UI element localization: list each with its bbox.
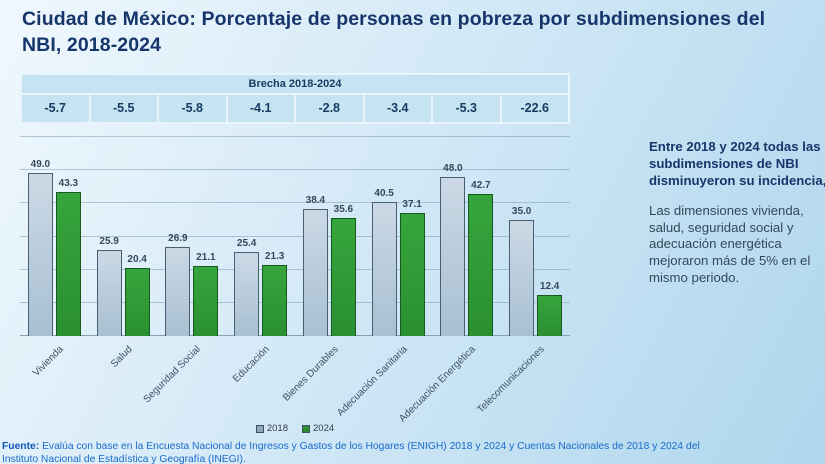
category-label-bienes-durables: Bienes Durables bbox=[280, 344, 341, 404]
gridline-40 bbox=[20, 202, 570, 204]
bar-groups-layer: 49.0 43.3 25.9 20.4 26.9 21.1 25.4 21.3 38.4 35.6… bbox=[20, 137, 570, 336]
bar-chart-plot-area: 49.0 43.3 25.9 20.4 26.9 21.1 25.4 21.3 38.4 35.6… bbox=[20, 136, 570, 336]
brecha-value-cell: -2.8 bbox=[296, 95, 365, 122]
bar-group-vivienda: 49.0 43.3 bbox=[20, 137, 89, 336]
brecha-values-row: -5.7 -5.5 -5.8 -4.1 -2.8 -3.4 -5.3 -22.6 bbox=[22, 95, 568, 122]
bar-2024-adecuaci-n-energ-tica: 42.7 bbox=[468, 180, 494, 336]
brecha-value-cell: -5.5 bbox=[90, 95, 159, 122]
bar-group-seguridad-social: 26.9 21.1 bbox=[158, 137, 227, 336]
legend-item-2018: 2018 bbox=[255, 423, 288, 434]
category-label-vivienda: Vivienda bbox=[30, 344, 66, 379]
gridline-0 bbox=[20, 335, 570, 336]
bar-2024-adecuaci-n-sanitaria: 37.1 bbox=[399, 199, 425, 336]
bar-value-label: 37.1 bbox=[402, 198, 422, 210]
bar-2024-bienes-durables: 35.6 bbox=[330, 204, 356, 336]
bar-value-label: 43.3 bbox=[58, 178, 79, 190]
bar-2018-salud: 25.9 bbox=[96, 236, 122, 336]
gridline-50 bbox=[20, 169, 570, 171]
bar-group-bienes-durables: 38.4 35.6 bbox=[295, 137, 364, 336]
legend-item-2024: 2024 bbox=[302, 423, 334, 434]
source-footnote: Fuente: Evalúa con base en la Encuesta N… bbox=[2, 440, 825, 464]
source-line-1: Fuente: Evalúa con base en la Encuesta N… bbox=[2, 440, 825, 453]
bar-value-label: 25.4 bbox=[236, 237, 257, 249]
brecha-table-header: Brecha 2018-2024 bbox=[22, 75, 568, 95]
bar-value-label: 26.9 bbox=[168, 232, 188, 244]
bar-2024-vivienda: 43.3 bbox=[55, 178, 81, 336]
bar-value-label: 42.7 bbox=[471, 180, 491, 192]
annotation-panel: Entre 2018 y 2024 todas las subdimension… bbox=[649, 139, 825, 287]
category-label-adecuaci-n-energ-tica: Adecuación Energética bbox=[397, 344, 479, 425]
legend-label: 2018 bbox=[266, 423, 288, 434]
bar-group-telecomunicaciones: 35.0 12.4 bbox=[501, 137, 570, 336]
category-label-seguridad-social: Seguridad Social bbox=[141, 344, 204, 406]
brecha-value-cell: -5.3 bbox=[433, 95, 502, 122]
bar-2018-telecomunicaciones: 35.0 bbox=[509, 206, 535, 336]
brecha-value-cell: -4.1 bbox=[227, 95, 296, 122]
bar-group-adecuaci-n-energ-tica: 48.0 42.7 bbox=[433, 137, 502, 336]
source-text-1: Evalúa con base en la Encuesta Nacional … bbox=[42, 441, 700, 452]
legend-label: 2024 bbox=[313, 423, 335, 434]
page-title: Ciudad de México: Porcentaje de personas… bbox=[22, 8, 766, 56]
bar-value-label: 21.1 bbox=[196, 252, 216, 264]
annotation-lead-text: Entre 2018 y 2024 todas las subdimension… bbox=[649, 139, 825, 188]
bar-value-label: 12.4 bbox=[539, 280, 560, 292]
bar-value-label: 49.0 bbox=[30, 159, 51, 171]
bar-value-label: 20.4 bbox=[127, 254, 147, 266]
source-label: Fuente: bbox=[2, 441, 40, 452]
source-line-2: Instituto Nacional de Estadística y Geog… bbox=[2, 454, 246, 464]
bar-value-label: 25.9 bbox=[99, 236, 119, 248]
bar-2018-vivienda: 49.0 bbox=[27, 159, 53, 336]
category-label-adecuaci-n-sanitaria: Adecuación Sanitaria bbox=[334, 344, 410, 419]
bar-2024-seguridad-social: 21.1 bbox=[193, 252, 219, 336]
legend-swatch-2024 bbox=[302, 424, 310, 433]
bar-group-educaci-n: 25.4 21.3 bbox=[226, 137, 295, 336]
brecha-table: Brecha 2018-2024 -5.7 -5.5 -5.8 -4.1 -2.8 -3.… bbox=[20, 73, 570, 124]
bar-2018-seguridad-social: 26.9 bbox=[165, 233, 191, 336]
gridline-10 bbox=[20, 301, 570, 303]
bar-2024-salud: 20.4 bbox=[124, 254, 150, 336]
bar-value-label: 35.0 bbox=[511, 205, 532, 217]
chart-legend: 2018 2024 bbox=[20, 423, 570, 434]
brecha-value-cell: -22.6 bbox=[501, 95, 568, 122]
category-label-telecomunicaciones: Telecomunicaciones bbox=[475, 344, 547, 416]
bar-value-label: 48.0 bbox=[443, 162, 463, 174]
annotation-body-text: Las dimensiones vivienda, salud, segurid… bbox=[649, 202, 811, 286]
bar-group-salud: 25.9 20.4 bbox=[89, 137, 158, 336]
brecha-value-cell: -5.7 bbox=[22, 95, 91, 122]
bar-value-label: 35.6 bbox=[333, 203, 354, 215]
gridline-60 bbox=[20, 136, 570, 137]
legend-swatch-2018 bbox=[255, 424, 264, 433]
bar-2024-educaci-n: 21.3 bbox=[262, 251, 288, 336]
bar-2024-telecomunicaciones: 12.4 bbox=[537, 281, 563, 336]
bar-2018-adecuaci-n-energ-tica: 48.0 bbox=[440, 163, 466, 336]
category-axis-labels: Vivienda Salud Seguridad Social Educación Bi… bbox=[20, 342, 570, 425]
brecha-value-cell: -3.4 bbox=[364, 95, 433, 122]
category-label-educaci-n: Educación bbox=[231, 344, 272, 385]
bar-value-label: 40.5 bbox=[374, 187, 394, 199]
bar-2018-bienes-durables: 38.4 bbox=[302, 195, 328, 336]
category-label-salud: Salud bbox=[108, 344, 135, 370]
brecha-value-cell: -5.8 bbox=[159, 95, 228, 122]
bar-2018-adecuaci-n-sanitaria: 40.5 bbox=[371, 188, 397, 336]
bar-2018-educaci-n: 25.4 bbox=[234, 238, 260, 336]
bar-group-adecuaci-n-sanitaria: 40.5 37.1 bbox=[364, 137, 433, 336]
bar-value-label: 21.3 bbox=[264, 251, 285, 263]
bar-value-label: 38.4 bbox=[305, 194, 326, 206]
gridline-30 bbox=[20, 235, 570, 237]
gridline-20 bbox=[20, 268, 570, 270]
